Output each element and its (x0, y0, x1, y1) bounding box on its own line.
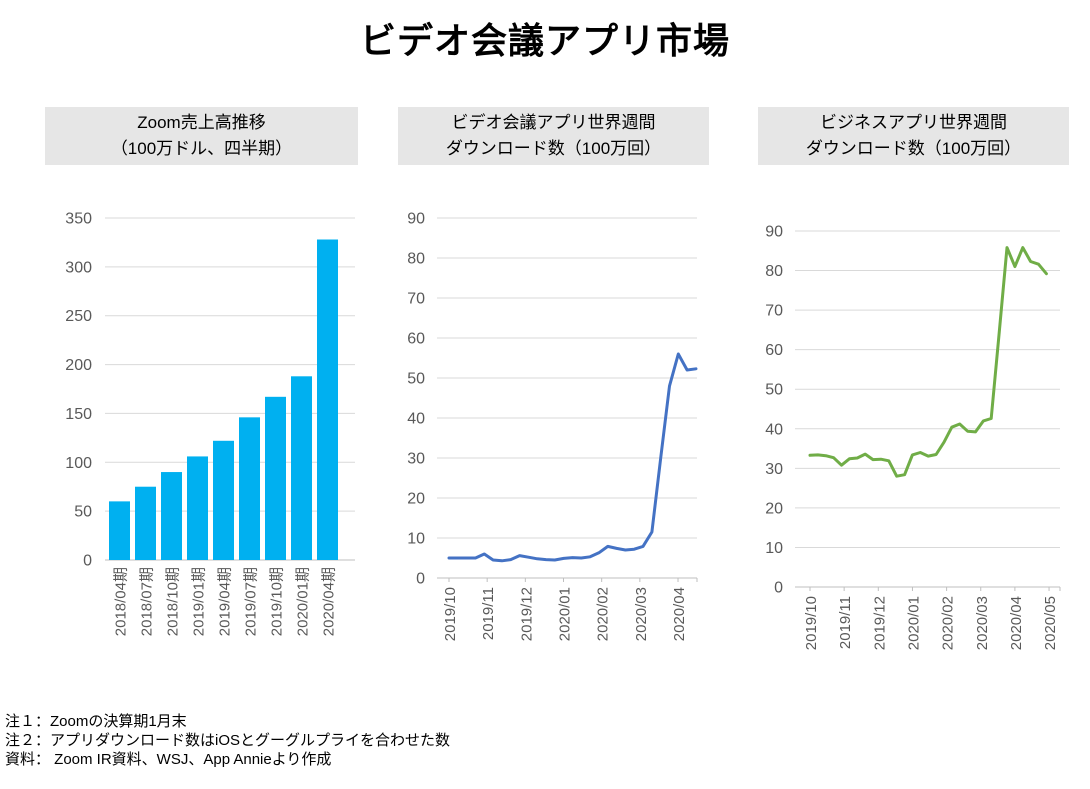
svg-text:100: 100 (65, 455, 92, 472)
svg-text:90: 90 (407, 211, 425, 228)
svg-text:2019/10期: 2019/10期 (269, 567, 286, 636)
chart-title-line1: Zoom売上高推移 (137, 113, 266, 132)
note-2: 注２：アプリダウンロード数はiOSとグーグルプライを合わせた数 (5, 732, 451, 749)
svg-text:30: 30 (765, 461, 783, 478)
svg-text:20: 20 (407, 491, 425, 508)
svg-text:2020/02: 2020/02 (595, 587, 612, 641)
svg-text:2020/01: 2020/01 (557, 587, 574, 641)
svg-text:40: 40 (407, 411, 425, 428)
chart-title-line2: （100万ドル、四半期） (110, 139, 293, 158)
svg-text:150: 150 (65, 406, 92, 423)
svg-text:0: 0 (83, 553, 92, 570)
svg-text:10: 10 (407, 531, 425, 548)
svg-text:80: 80 (407, 251, 425, 268)
svg-text:2019/12: 2019/12 (871, 596, 888, 650)
svg-text:200: 200 (65, 357, 92, 374)
svg-text:2019/11: 2019/11 (480, 587, 497, 640)
chart-header-video-downloads: ビデオ会議アプリ世界週間 ダウンロード数（100万回） (398, 107, 709, 165)
svg-text:30: 30 (407, 451, 425, 468)
svg-text:2020/03: 2020/03 (974, 596, 991, 650)
page-title: ビデオ会議アプリ市場 (359, 20, 730, 61)
svg-text:2019/01期: 2019/01期 (191, 567, 208, 636)
svg-text:90: 90 (765, 224, 783, 241)
svg-text:2019/12: 2019/12 (518, 587, 535, 641)
chart-title-line1: ビデオ会議アプリ世界週間 (451, 113, 656, 132)
svg-text:20: 20 (765, 500, 783, 517)
svg-text:80: 80 (765, 263, 783, 280)
svg-text:2020/04: 2020/04 (1008, 596, 1025, 650)
chart-title-line2: ダウンロード数（100万回） (445, 139, 662, 158)
source-note: 資料： Zoom IR資料、WSJ、App Annieより作成 (5, 751, 332, 768)
svg-text:50: 50 (407, 371, 425, 388)
svg-text:2019/07期: 2019/07期 (243, 567, 260, 636)
svg-text:0: 0 (416, 571, 425, 588)
video-app-downloads-line-chart: 90 80 70 60 50 40 30 20 10 0 2019/10 2019/11 2019/12… (407, 211, 698, 641)
svg-text:2020/04: 2020/04 (671, 587, 688, 641)
svg-text:50: 50 (74, 504, 92, 521)
note-1: 注１：Zoomの決算期1月末 (5, 713, 187, 730)
svg-text:350: 350 (65, 211, 92, 228)
svg-text:2018/04期: 2018/04期 (113, 567, 130, 636)
svg-text:60: 60 (407, 331, 425, 348)
svg-text:2018/07期: 2018/07期 (139, 567, 156, 636)
svg-text:2019/11: 2019/11 (837, 596, 854, 649)
business-app-downloads-line-chart: 90 80 70 60 50 40 30 20 10 0 2019/10 2019/11 2019/12… (765, 224, 1061, 650)
svg-text:60: 60 (765, 342, 783, 359)
svg-text:2020/01: 2020/01 (905, 596, 922, 650)
svg-text:2020/04期: 2020/04期 (321, 567, 338, 636)
svg-text:50: 50 (765, 382, 783, 399)
chart-title-line1: ビジネスアプリ世界週間 (820, 113, 1007, 132)
svg-text:70: 70 (765, 303, 783, 320)
svg-text:2020/03: 2020/03 (633, 587, 650, 641)
svg-text:2020/01期: 2020/01期 (295, 567, 312, 636)
svg-text:2019/10: 2019/10 (442, 587, 459, 641)
svg-text:2020/02: 2020/02 (940, 596, 957, 650)
svg-text:0: 0 (774, 580, 783, 597)
svg-text:10: 10 (765, 540, 783, 557)
chart-title-line2: ダウンロード数（100万回） (805, 139, 1022, 158)
svg-text:2020/05: 2020/05 (1042, 596, 1059, 650)
svg-text:300: 300 (65, 259, 92, 276)
svg-text:70: 70 (407, 291, 425, 308)
svg-text:2019/04期: 2019/04期 (217, 567, 234, 636)
svg-text:2019/10: 2019/10 (803, 596, 820, 650)
footnotes: 注１：Zoomの決算期1月末 注２：アプリダウンロード数はiOSとグーグルプライ… (5, 712, 450, 769)
zoom-revenue-bar-chart: 350 300 250 200 150 100 50 0 2018/04期 2018/07期 201… (65, 211, 355, 636)
svg-text:40: 40 (765, 421, 783, 438)
chart-header-business-downloads: ビジネスアプリ世界週間 ダウンロード数（100万回） (758, 107, 1069, 165)
svg-text:250: 250 (65, 308, 92, 325)
chart-header-zoom-revenue: Zoom売上高推移 （100万ドル、四半期） (45, 107, 358, 165)
svg-text:2018/10期: 2018/10期 (165, 567, 182, 636)
